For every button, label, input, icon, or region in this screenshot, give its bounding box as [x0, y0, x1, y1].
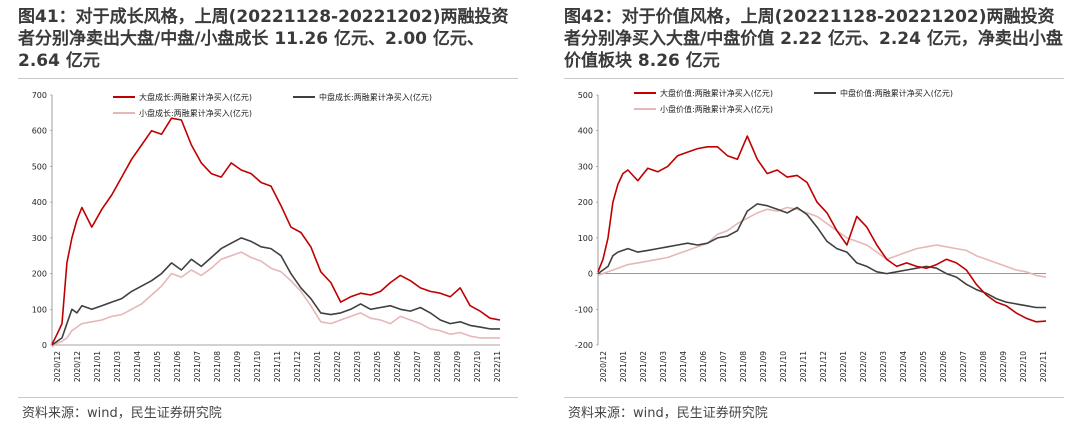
figure-41-chart: 0 100 200 300 400 500 600 700 2020/12 2020/12 2021…: [18, 78, 518, 398]
x-tick-label: 2022/03: [879, 351, 888, 382]
series-line-1: [51, 237, 500, 346]
x-tick-label: 2022/08: [433, 351, 442, 382]
x-tick-label: 2021/10: [253, 351, 262, 382]
y-tick-label: 500: [32, 162, 47, 171]
value-style-line-chart: -200 -100 0 100 200 300 400 500 2020/12 2021/01 20…: [575, 88, 1048, 382]
y-tick-label: 700: [32, 91, 47, 100]
x-tick-label: 2022/06: [939, 351, 948, 382]
figure-42-title: 图42：对于价值风格，上周(20221128-20221202)两融投资者分别净…: [564, 7, 1063, 71]
x-tick-label: 2021/05: [153, 351, 162, 382]
series-line-2: [597, 206, 1047, 278]
x-tick-label: 2021/03: [659, 351, 668, 382]
x-tick-label: 2022/02: [859, 351, 868, 382]
x-tick-label: 2021/04: [679, 351, 688, 382]
series-line-0: [51, 117, 501, 345]
x-tick-label: 2022/07: [959, 351, 968, 382]
legend-label: 大盘成长:两融累计净买入(亿元): [139, 92, 252, 102]
x-tick-label: 2021/12: [819, 351, 828, 382]
x-tick-label: 2022/11: [493, 351, 502, 382]
x-tick-label: 2021/08: [213, 351, 222, 382]
x-tick-label: 2021/02: [639, 351, 648, 382]
y-tick-label: 200: [32, 270, 47, 279]
x-tick-label: 2020/12: [599, 351, 608, 382]
x-tick-label: 2022/04: [899, 351, 908, 382]
x-tick-label: 2022/08: [979, 351, 988, 382]
x-tick-label: 2020/12: [73, 351, 82, 382]
y-tick-label: 400: [578, 127, 593, 136]
x-tick-label: 2021/08: [739, 351, 748, 382]
x-tick-label: 2022/09: [999, 351, 1008, 382]
legend-label: 中盘价值:两融累计净买入(亿元): [840, 88, 953, 98]
x-tick-label: 2021/11: [273, 351, 282, 382]
x-tick-label: 2022/03: [353, 351, 362, 382]
figure-41-panel: 图41：对于成长风格，上周(20221128-20221202)两融投资者分别净…: [0, 0, 521, 428]
x-tick-label: 2020/12: [53, 351, 62, 382]
y-tick-label: 0: [42, 341, 47, 350]
x-tick-label: 2022/05: [919, 351, 928, 382]
x-tick-label: 2022/02: [333, 351, 342, 382]
x-tick-label: 2022/07: [413, 351, 422, 382]
legend-label: 大盘价值:两融累计净买入(亿元): [660, 88, 773, 98]
x-tick-label: 2021/09: [233, 351, 242, 382]
y-tick-label: 200: [578, 198, 593, 207]
series-line-2: [51, 251, 500, 348]
x-tick-label: 2022/01: [313, 351, 322, 382]
y-tick-label: 400: [32, 198, 47, 207]
x-tick-label: 2021/06: [699, 351, 708, 382]
x-tick-label: 2022/01: [839, 351, 848, 382]
y-tick-label: 300: [578, 162, 593, 171]
x-tick-label: 2022/05: [373, 351, 382, 382]
y-tick-label: 500: [578, 91, 593, 100]
x-tick-label: 2021/06: [173, 351, 182, 382]
figure-42-source: 资料来源：wind，民生证券研究院: [568, 406, 768, 421]
figure-42-chart: -200 -100 0 100 200 300 400 500 2020/12 2021/01 20…: [564, 78, 1064, 398]
x-tick-label: 2021/07: [193, 351, 202, 382]
x-tick-label: 2022/10: [473, 351, 482, 382]
y-tick-label: 100: [32, 305, 47, 314]
legend-label: 中盘成长:两融累计净买入(亿元): [319, 92, 432, 102]
y-tick-label: 100: [578, 234, 593, 243]
x-tick-label: 2022/09: [453, 351, 462, 382]
legend-label: 小盘价值:两融累计净买入(亿元): [660, 104, 773, 114]
figure-41-title: 图41：对于成长风格，上周(20221128-20221202)两融投资者分别净…: [18, 7, 509, 71]
x-tick-label: 2021/09: [759, 351, 768, 382]
figure-41-source: 资料来源：wind，民生证券研究院: [22, 406, 222, 421]
legend-label: 小盘成长:两融累计净买入(亿元): [139, 108, 252, 118]
growth-style-line-chart: 0 100 200 300 400 500 600 700 2020/12 2020/12 2021…: [32, 91, 502, 382]
y-tick-label: -200: [575, 341, 593, 350]
x-tick-label: 2021/03: [113, 351, 122, 382]
x-tick-label: 2021/11: [799, 351, 808, 382]
y-tick-label: 0: [588, 270, 593, 279]
series-line-1: [597, 203, 1046, 309]
figure-42-panel: 图42：对于价值风格，上周(20221128-20221202)两融投资者分别净…: [546, 0, 1067, 428]
x-tick-label: 2022/10: [1019, 351, 1028, 382]
x-tick-label: 2021/04: [133, 351, 142, 382]
series-line-0: [597, 135, 1047, 323]
x-tick-label: 2021/12: [293, 351, 302, 382]
y-tick-label: 300: [32, 234, 47, 243]
x-tick-label: 2022/06: [393, 351, 402, 382]
x-tick-label: 2021/07: [719, 351, 728, 382]
x-tick-label: 2022/11: [1039, 351, 1048, 382]
x-tick-label: 2021/01: [93, 351, 102, 382]
y-tick-label: -100: [575, 305, 593, 314]
y-tick-label: 600: [32, 127, 47, 136]
x-tick-label: 2021/01: [619, 351, 628, 382]
x-tick-label: 2021/10: [779, 351, 788, 382]
